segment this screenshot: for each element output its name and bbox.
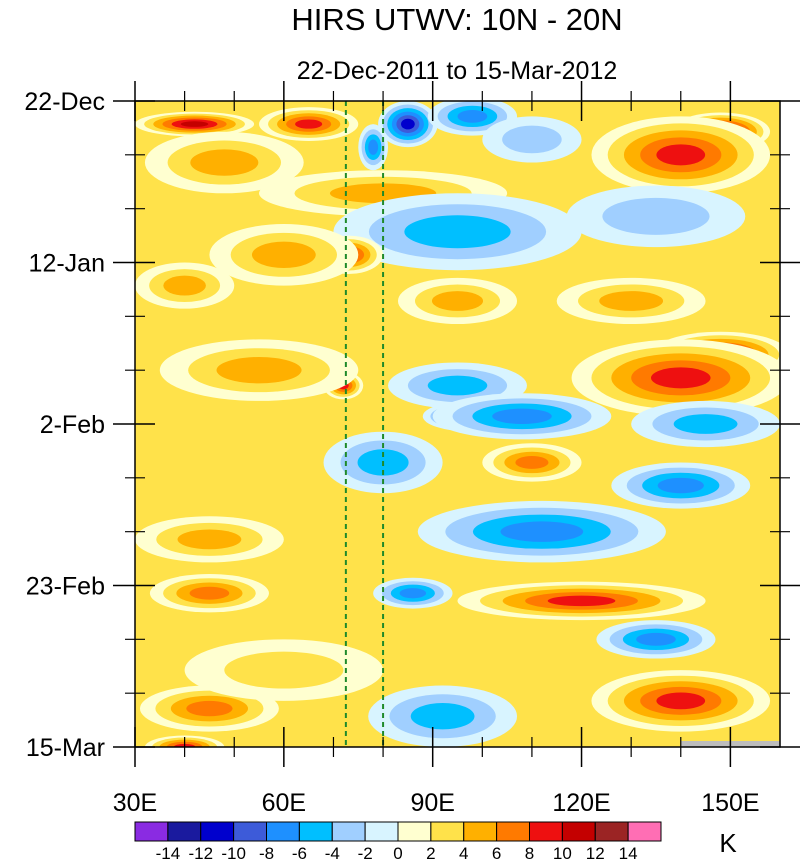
colorbar-swatch	[298, 821, 333, 842]
colorbar-unit-label: K	[719, 828, 737, 858]
x-tick-label: 90E	[410, 789, 454, 817]
colorbar-swatch	[331, 821, 366, 842]
colorbar-tick-label: -12	[188, 844, 213, 863]
colorbar-swatch	[200, 821, 235, 842]
colorbar-swatch	[529, 821, 563, 842]
contour-blob	[399, 588, 427, 599]
colorbar-swatch	[134, 821, 169, 842]
contour-blob	[457, 109, 488, 123]
colorbar-tick-label: -6	[292, 844, 307, 863]
chart-title: HIRS UTWV: 10N - 20N	[291, 2, 622, 37]
y-tick-label: 22-Dec	[24, 88, 105, 116]
contour-blob	[656, 144, 706, 166]
colorbar-swatch	[463, 821, 498, 842]
colorbar-tick-label: 10	[553, 844, 572, 863]
contour-blob	[515, 456, 549, 469]
colorbar-swatch	[266, 821, 300, 842]
colorbar-tick-label: -10	[221, 844, 246, 863]
plot-area	[135, 101, 780, 747]
contour-blob	[602, 197, 710, 235]
contour-blob	[410, 703, 475, 730]
contour-blob	[401, 118, 415, 130]
contour-blob	[190, 149, 259, 176]
contour-blob	[404, 215, 511, 249]
y-tick-label: 2-Feb	[40, 411, 105, 439]
contour-blob	[500, 521, 584, 542]
colorbar-tick-label: 14	[619, 844, 638, 863]
x-tick-label: 120E	[552, 789, 610, 817]
colorbar-swatch	[364, 821, 399, 842]
contour-blob	[163, 275, 206, 296]
contour-blob	[189, 586, 230, 600]
colorbar-tick-label: 0	[393, 844, 402, 863]
colorbar-tick-label: -8	[259, 844, 274, 863]
x-tick-label: 60E	[262, 789, 306, 817]
colorbar-tick-label: 4	[459, 844, 468, 863]
colorbar-tick-label: -2	[358, 844, 373, 863]
contour-blob	[216, 356, 302, 384]
contour-blob	[224, 651, 344, 689]
colorbar-tick-label: 2	[426, 844, 435, 863]
colorbar-swatch	[627, 821, 662, 842]
contour-blob	[673, 414, 738, 434]
contour-field	[135, 101, 780, 747]
contour-blob	[651, 367, 711, 389]
colorbar: -14 -12 -10 -8 -6 -4 -2 0 2 4 6 8 10 12 14	[134, 821, 662, 863]
colorbar-swatch	[397, 821, 432, 842]
contour-blob	[295, 119, 323, 129]
x-tick-label: 150E	[701, 789, 759, 817]
chart-subtitle: 22-Dec-2011 to 15-Mar-2012	[297, 57, 618, 85]
colorbar-tick-label: 12	[586, 844, 605, 863]
colorbar-swatch	[561, 821, 596, 842]
contour-blob	[186, 700, 233, 717]
contour-blob	[368, 139, 379, 155]
x-tick-label: 30E	[113, 789, 157, 817]
colorbar-tick-label: -14	[156, 844, 181, 863]
contour-blob	[657, 477, 704, 494]
colorbar-swatch	[496, 821, 530, 842]
colorbar-tick-label: 8	[525, 844, 534, 863]
contour-blob	[251, 241, 316, 268]
contour-blob	[502, 125, 562, 154]
colorbar-tick-label: 6	[492, 844, 501, 863]
colorbar-swatch	[233, 821, 267, 842]
contour-blob	[599, 291, 664, 311]
y-tick-label: 12-Jan	[29, 250, 105, 278]
y-tick-label: 23-Feb	[26, 573, 105, 601]
contour-blob	[427, 375, 488, 396]
colorbar-tick-label: -4	[325, 844, 340, 863]
y-tick-label: 15-Mar	[26, 734, 105, 762]
axes: 22-Dec 12-Jan 2-Feb 23-Feb 15-Mar 30E 60E 90E 12…	[24, 81, 800, 817]
colorbar-swatch	[430, 821, 465, 842]
colorbar-swatch	[594, 821, 629, 842]
contour-blob	[656, 692, 706, 710]
contour-blob	[492, 408, 552, 424]
contour-blob	[180, 121, 209, 127]
contour-blob	[177, 529, 242, 550]
contour-blob	[431, 291, 484, 311]
colorbar-swatch	[167, 821, 202, 842]
contour-blob	[547, 595, 616, 607]
contour-blob	[636, 632, 676, 646]
